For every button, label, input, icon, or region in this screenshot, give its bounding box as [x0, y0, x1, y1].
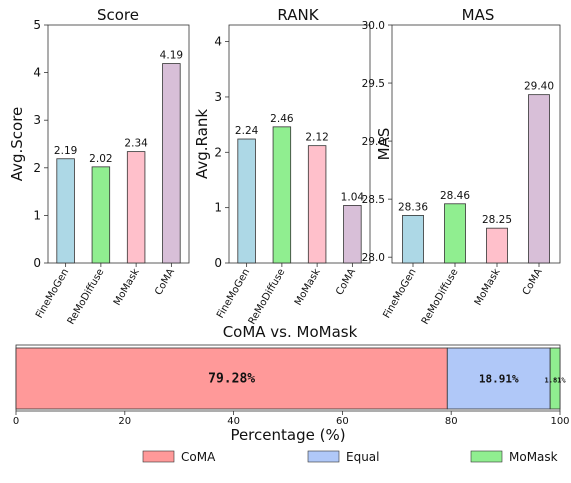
segment-label: 18.91% [479, 373, 519, 386]
y-axis-label: Avg.Score [8, 107, 26, 182]
segment-label: 1.81% [545, 377, 567, 385]
bar [126, 151, 146, 264]
bar-value-label: 28.46 [440, 190, 470, 202]
bar [272, 126, 292, 264]
x-tick-label: CoMA [334, 267, 358, 297]
x-tick-label: ReMoDiffuse [420, 267, 461, 327]
bar-value-label: 2.24 [235, 125, 259, 137]
chart-title: Score [97, 6, 139, 24]
subplot-3: MAS MAS 28.0 28.5 29.0 29.5 30.0 28.36 FineMoGen… [362, 6, 561, 327]
bar-value-label: 4.19 [160, 50, 183, 62]
plot-frame [228, 24, 371, 264]
bar [486, 227, 508, 264]
legend-label: Equal [346, 450, 380, 464]
segment-label: 79.28% [208, 372, 255, 387]
legend: CoMA Equal MoMask [142, 450, 558, 464]
plot-frame [47, 24, 190, 264]
x-tick-label: 40 [227, 416, 240, 427]
bar [162, 63, 181, 264]
bar-value-label: 1.04 [341, 191, 365, 203]
y-tick-label: 0 [214, 256, 222, 270]
x-axis-label: Percentage (%) [230, 426, 345, 444]
legend-swatch [470, 450, 503, 463]
bar [402, 214, 424, 264]
x-tick-label: 0 [13, 416, 19, 427]
y-tick-label: 29.0 [362, 136, 385, 148]
x-tick-label: MoMask [112, 267, 142, 308]
x-tick-label: ReMoDiffuse [66, 267, 107, 327]
y-tick-label: 2 [214, 145, 222, 159]
x-tick-label: FineMoGen [215, 267, 252, 320]
x-tick-label: CoMA [521, 267, 545, 297]
x-tick-label: FineMoGen [34, 267, 71, 320]
legend-label: MoMask [509, 450, 558, 464]
chart-title: CoMA vs. MoMask [223, 323, 358, 341]
chart-title: RANK [277, 6, 319, 24]
bar [343, 205, 362, 264]
subplot-1: Score Avg.Score 0 1 2 3 4 5 2.19 FineMoGen 2.02 ReM… [8, 6, 190, 327]
y-tick-label: 4 [33, 66, 41, 80]
y-tick-label: 1 [214, 201, 222, 215]
y-tick-label: 28.0 [362, 252, 385, 264]
bar-value-label: 2.46 [270, 113, 294, 125]
x-tick-label: FineMoGen [381, 267, 418, 320]
y-tick-label: 3 [214, 90, 222, 104]
y-tick-label: 29.5 [362, 78, 385, 90]
legend-label: CoMA [181, 450, 216, 464]
bar [56, 158, 75, 264]
y-axis-label: Avg.Rank [193, 109, 211, 179]
x-tick-label: 100 [550, 416, 569, 427]
bar [237, 138, 256, 264]
bar-value-label: 29.40 [524, 81, 554, 93]
bar-value-label: 28.25 [482, 214, 512, 226]
y-tick-label: 4 [214, 35, 222, 49]
bar-value-label: 28.36 [398, 201, 428, 213]
y-tick-label: 2 [33, 161, 41, 175]
subplot-comparison: CoMA vs. MoMask 79.28% 18.91% 1.81% 0 20 40 60 8… [13, 323, 570, 464]
x-tick-label: CoMA [153, 267, 177, 297]
bar [444, 203, 466, 264]
x-tick-label: 20 [118, 416, 131, 427]
y-tick-label: 3 [33, 113, 41, 127]
y-tick-label: 0 [33, 256, 41, 270]
x-tick-label: 60 [336, 416, 349, 427]
legend-swatch [142, 450, 175, 463]
y-tick-label: 30.0 [362, 20, 385, 32]
bar [91, 166, 111, 264]
bar-value-label: 2.12 [305, 132, 328, 144]
subplot-2: RANK Avg.Rank 0 1 2 3 4 2.24 FineMoGen 2.46 ReMoDi… [193, 6, 371, 327]
stacked-segment [15, 347, 448, 410]
stacked-segment [446, 347, 551, 410]
y-axis-label: MAS [375, 128, 393, 161]
y-tick-label: 28.5 [362, 194, 385, 206]
x-tick-label: MoMask [473, 267, 503, 308]
bar [307, 145, 327, 264]
y-tick-label: 1 [33, 208, 41, 222]
stacked-segment [549, 347, 561, 410]
legend-swatch [307, 450, 340, 463]
plot-frame [391, 24, 561, 264]
x-tick-label: ReMoDiffuse [247, 267, 288, 327]
x-tick-label: 80 [445, 416, 458, 427]
bar [528, 94, 550, 264]
chart-title: MAS [462, 6, 495, 24]
bar-value-label: 2.19 [54, 145, 77, 157]
x-tick-label: MoMask [293, 267, 323, 308]
bar-value-label: 2.34 [124, 138, 148, 150]
bar-value-label: 2.02 [89, 153, 112, 165]
y-tick-label: 5 [33, 18, 41, 32]
